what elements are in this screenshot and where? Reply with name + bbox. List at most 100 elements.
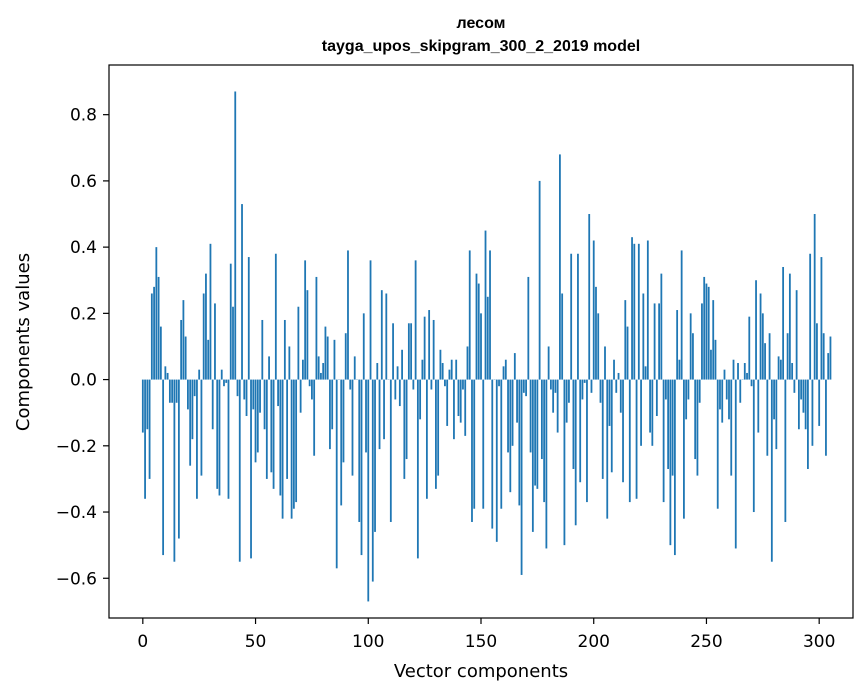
bar-299 [816, 323, 818, 380]
bar-0 [141, 379, 144, 433]
bar-84 [331, 379, 334, 430]
bar-230 [660, 273, 663, 380]
bar-107 [383, 379, 385, 440]
bar-269 [748, 316, 751, 380]
bar-227 [653, 303, 656, 380]
bar-193 [577, 253, 579, 380]
bar-256 [719, 379, 721, 410]
bar-44 [241, 204, 243, 380]
bar-19 [184, 336, 187, 380]
bar-178 [543, 379, 546, 503]
bar-237 [676, 310, 679, 380]
bar-220 [637, 243, 640, 380]
y-tick-label-3: 0.0 [70, 371, 97, 391]
bar-77 [315, 276, 318, 380]
bar-118 [407, 323, 410, 380]
bar-159 [500, 379, 503, 509]
bar-93 [351, 379, 354, 476]
bar-42 [236, 379, 239, 397]
bar-239 [680, 250, 683, 380]
bar-133 [441, 363, 444, 380]
bar-224 [646, 240, 649, 380]
bar-163 [509, 379, 512, 493]
bar-53 [261, 319, 264, 380]
bar-171 [527, 276, 530, 380]
bar-158 [498, 379, 500, 387]
bar-300 [818, 379, 821, 426]
bar-9 [162, 379, 165, 556]
bar-283 [779, 359, 782, 380]
bar-78 [317, 356, 320, 380]
bar-179 [545, 379, 548, 549]
bar-249 [703, 276, 706, 380]
bar-210 [615, 379, 618, 393]
bar-68 [295, 379, 298, 503]
bar-164 [511, 379, 514, 446]
bar-184 [556, 379, 559, 433]
bar-241 [685, 379, 688, 420]
y-tick-label-7: 0.8 [70, 106, 97, 126]
bar-208 [610, 379, 613, 473]
bar-55 [265, 379, 268, 479]
bar-263 [734, 379, 737, 549]
bar-100 [367, 379, 370, 602]
bar-18 [182, 300, 185, 380]
bar-90 [344, 333, 347, 380]
bar-2 [146, 379, 149, 430]
bar-153 [486, 296, 489, 380]
bar-114 [398, 379, 401, 407]
bar-136 [448, 369, 451, 380]
bar-139 [455, 359, 458, 380]
bar-105 [378, 379, 381, 450]
bar-146 [471, 379, 473, 522]
bar-61 [279, 379, 282, 496]
bar-37 [225, 379, 228, 383]
bar-34 [218, 379, 221, 496]
bar-292 [800, 379, 803, 400]
bar-27 [202, 293, 205, 380]
bar-148 [475, 273, 478, 380]
bar-223 [644, 366, 647, 380]
bar-150 [480, 313, 482, 380]
bar-233 [667, 379, 670, 469]
bar-130 [435, 379, 437, 489]
bar-141 [459, 379, 462, 423]
bar-137 [450, 359, 453, 380]
bar-286 [786, 333, 789, 380]
bar-49 [252, 379, 255, 410]
bar-13 [171, 379, 174, 403]
bar-190 [570, 253, 573, 380]
bar-272 [755, 280, 757, 380]
bar-297 [811, 379, 814, 446]
bar-152 [484, 230, 487, 380]
y-tick-label-4: 0.2 [70, 304, 97, 324]
bar-275 [761, 313, 764, 380]
bar-91 [347, 250, 349, 380]
bar-62 [281, 379, 284, 519]
bar-6 [155, 247, 158, 380]
bar-33 [216, 379, 219, 489]
bar-197 [586, 379, 588, 503]
bar-46 [245, 379, 248, 417]
bar-262 [732, 359, 735, 380]
bar-170 [525, 379, 527, 397]
bar-122 [416, 379, 419, 559]
bar-198 [588, 214, 591, 380]
bar-69 [297, 306, 300, 380]
bar-99 [365, 379, 367, 453]
bar-16 [177, 379, 180, 539]
bar-222 [642, 293, 645, 380]
bars-group [141, 91, 832, 602]
bar-14 [173, 379, 176, 562]
bar-270 [750, 379, 753, 387]
bar-189 [568, 379, 570, 403]
bar-102 [371, 379, 374, 582]
bar-169 [522, 379, 525, 393]
bar-226 [651, 379, 654, 446]
bar-89 [342, 379, 345, 463]
bar-134 [444, 379, 446, 387]
bar-260 [728, 379, 730, 420]
bar-264 [737, 363, 739, 380]
bar-281 [775, 379, 778, 450]
bar-76 [313, 379, 316, 456]
